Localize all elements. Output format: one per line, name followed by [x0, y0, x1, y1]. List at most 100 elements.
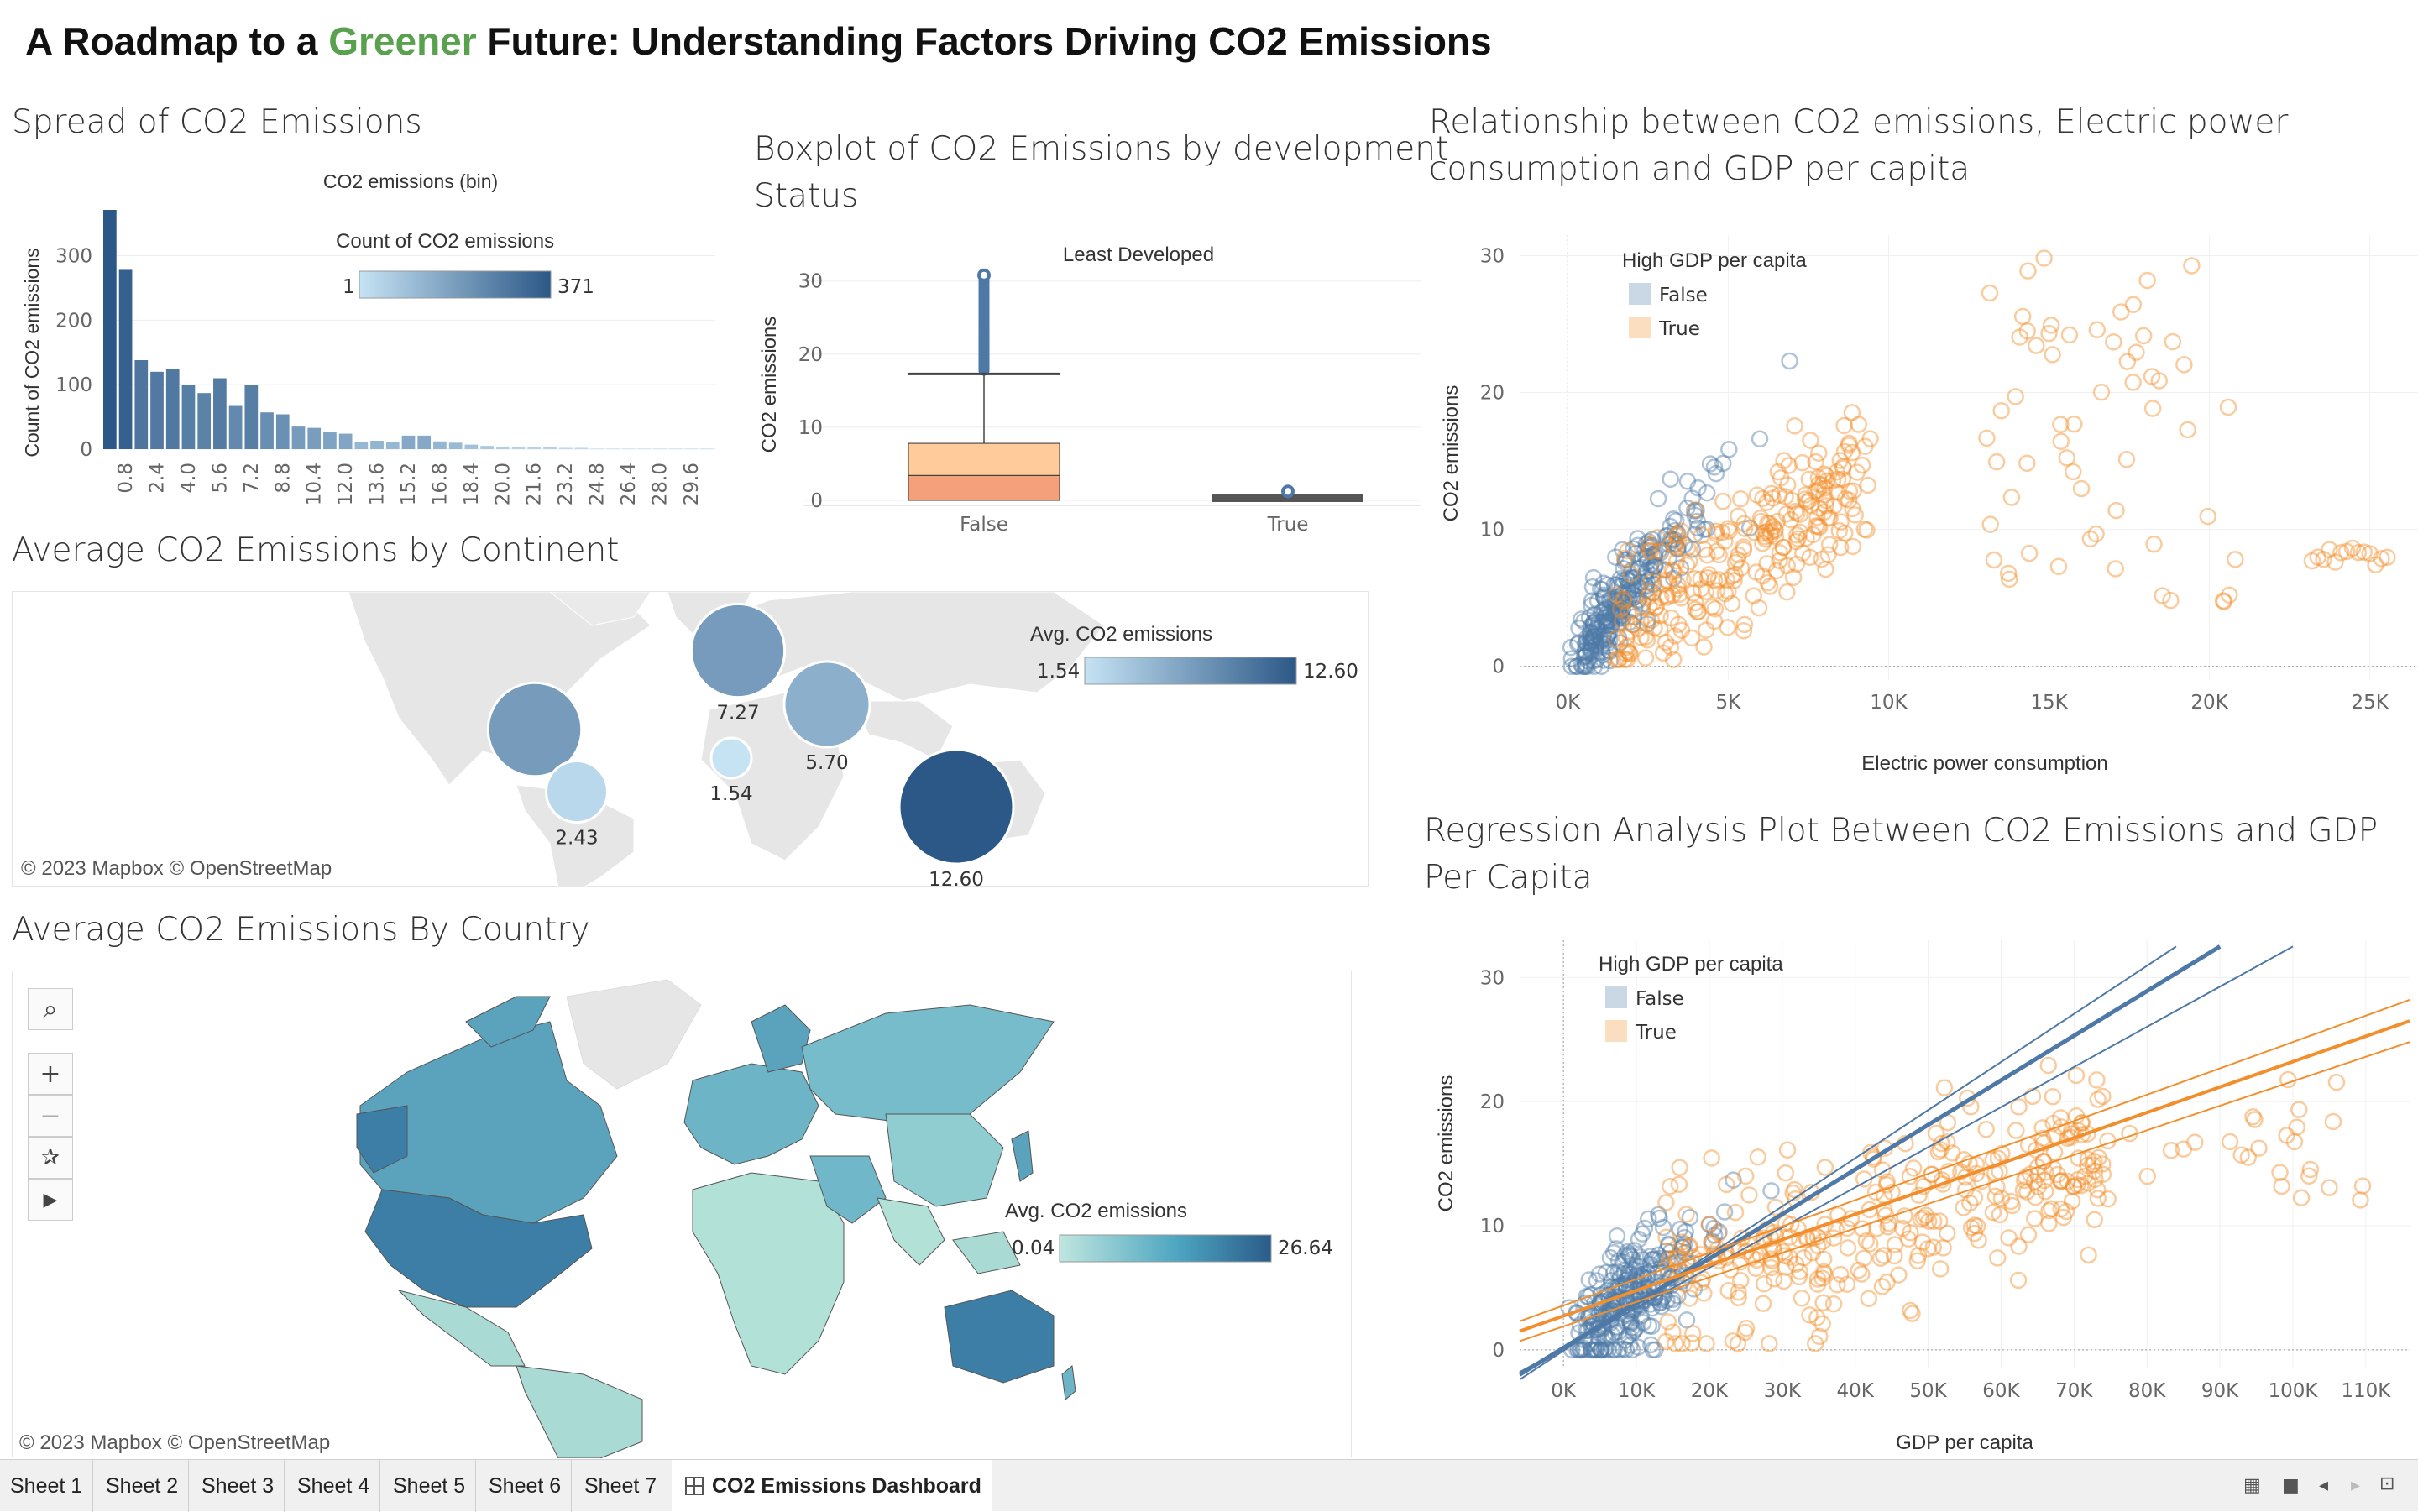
scatter1-point-false[interactable]	[1636, 576, 1654, 594]
scatter2-point-false[interactable]	[1581, 1335, 1599, 1352]
scatter2-point-true[interactable]	[2162, 1142, 2180, 1159]
scatter2-point-true[interactable]	[2026, 1210, 2044, 1227]
scatter1-point-true[interactable]	[1697, 583, 1715, 600]
scatter2-point-true[interactable]	[1927, 1124, 1945, 1143]
scatter1-point-true[interactable]	[1667, 539, 1684, 557]
scatter2-point-true[interactable]	[2175, 1140, 2193, 1158]
scatter2-point-true[interactable]	[1923, 1165, 1940, 1184]
histogram-bar[interactable]	[637, 448, 652, 449]
scatter2-point-true[interactable]	[1730, 1289, 1747, 1307]
scatter1-point-true[interactable]	[1834, 470, 1851, 489]
scatter2-point-true[interactable]	[1952, 1163, 1970, 1181]
tab-co2-dashboard[interactable]: CO2 Emissions Dashboard	[672, 1460, 992, 1512]
histogram-bar[interactable]	[480, 446, 494, 449]
scatter1-point-false[interactable]	[1604, 608, 1623, 626]
boxplot-lower-box[interactable]	[908, 474, 1060, 501]
regression-band-false[interactable]	[1519, 945, 2177, 1381]
scatter2-point-false[interactable]	[1658, 1291, 1676, 1310]
scatter1-point-false[interactable]	[1584, 616, 1603, 634]
scatter1-point-true[interactable]	[1630, 620, 1647, 638]
scatter2-point-false[interactable]	[1593, 1341, 1610, 1359]
scatter1-point-false[interactable]	[1576, 657, 1594, 675]
scatter1-point-true[interactable]	[1719, 619, 1736, 636]
scatter2-point-true[interactable]	[1709, 1224, 1728, 1243]
scatter2-point-true[interactable]	[2018, 1183, 2036, 1201]
scatter1-point-false[interactable]	[1707, 464, 1725, 483]
scatter1-point-true[interactable]	[1832, 513, 1850, 531]
histogram-bar[interactable]	[307, 427, 322, 449]
scatter2-point-true[interactable]	[1657, 1332, 1675, 1351]
scatter2-point-true[interactable]	[1683, 1334, 1701, 1352]
scatter2-point-false[interactable]	[1725, 1171, 1742, 1189]
scatter1-point-false[interactable]	[1562, 638, 1580, 657]
scatter1-point-true[interactable]	[1725, 572, 1743, 589]
scatter1-point-true[interactable]	[1761, 578, 1779, 595]
scatter2-point-true[interactable]	[1749, 1148, 1767, 1166]
scatter1-point-false[interactable]	[1609, 628, 1627, 646]
scatter1-point-true[interactable]	[1788, 505, 1806, 522]
scatter1-point-false[interactable]	[1587, 625, 1604, 643]
scatter2-point-false[interactable]	[1582, 1286, 1600, 1304]
scatter2-point-true[interactable]	[1664, 1323, 1682, 1342]
scatter1-point-false[interactable]	[1608, 576, 1626, 594]
scatter1-point-true[interactable]	[1771, 552, 1788, 569]
scatter1-point-false[interactable]	[1638, 553, 1656, 571]
scatter2-point-true[interactable]	[1774, 1243, 1792, 1261]
scatter2-point-false[interactable]	[1603, 1278, 1621, 1296]
scatter1-point-false[interactable]	[1701, 455, 1719, 473]
scatter2-point-true[interactable]	[1984, 1203, 2002, 1222]
scatter1-point-false[interactable]	[1599, 576, 1616, 594]
scatter1-point-false[interactable]	[1602, 593, 1620, 610]
scatter1-point-false[interactable]	[1656, 561, 1674, 579]
scatter2-point-true[interactable]	[2057, 1202, 2075, 1221]
scatter2-point-true[interactable]	[1973, 1172, 1991, 1190]
scatter1-point-false[interactable]	[1608, 597, 1626, 615]
scatter2-point-false[interactable]	[1621, 1337, 1639, 1354]
scatter2-point-false[interactable]	[1681, 1208, 1699, 1227]
scatter2-point-true[interactable]	[2010, 1237, 2028, 1255]
scatter2-point-false[interactable]	[1649, 1264, 1667, 1282]
scatter1-point-true[interactable]	[1758, 555, 1776, 573]
scatter2-point-true[interactable]	[1918, 1240, 1937, 1258]
scatter2-point-true[interactable]	[1793, 1289, 1811, 1307]
scatter2-point-true[interactable]	[1667, 1251, 1685, 1269]
histogram-bar[interactable]	[464, 444, 479, 449]
scatter1-point-true[interactable]	[1840, 437, 1858, 454]
scatter1-point-true[interactable]	[1695, 541, 1714, 558]
scatter1-point-false[interactable]	[1688, 501, 1705, 520]
scatter1-point-false[interactable]	[1658, 526, 1677, 545]
scatter2-point-false[interactable]	[1615, 1275, 1632, 1294]
scatter2-point-true[interactable]	[1673, 1233, 1691, 1251]
scatter1-point-true[interactable]	[2214, 592, 2232, 610]
scatter1-point-true[interactable]	[1840, 434, 1858, 453]
scatter2-point-true[interactable]	[2033, 1119, 2051, 1137]
scatter2-point-true[interactable]	[1865, 1150, 1882, 1168]
scatter2-point-false[interactable]	[1640, 1316, 1658, 1335]
scatter1-point-false[interactable]	[1581, 634, 1599, 651]
scatter2-point-false[interactable]	[1663, 1290, 1682, 1309]
scatter2-point-true[interactable]	[1781, 1228, 1798, 1246]
scatter1-point-true[interactable]	[1620, 644, 1638, 662]
scatter1-point-true[interactable]	[1809, 517, 1827, 536]
scatter2-point-true[interactable]	[1809, 1237, 1827, 1255]
scatter2-point-false[interactable]	[1600, 1290, 1619, 1309]
scatter1-point-true[interactable]	[1651, 542, 1668, 560]
scatter1-point-false[interactable]	[1568, 657, 1586, 675]
scatter2-point-true[interactable]	[1763, 1252, 1781, 1270]
scatter2-point-true[interactable]	[2073, 1114, 2091, 1132]
scatter2-point-false[interactable]	[1592, 1294, 1609, 1312]
scatter2-point-true[interactable]	[1808, 1309, 1826, 1326]
scatter1-point-false[interactable]	[1624, 615, 1642, 634]
scatter2-point-false[interactable]	[1588, 1272, 1606, 1290]
histogram-bar[interactable]	[558, 447, 573, 449]
scatter1-point-true[interactable]	[1844, 500, 1861, 518]
scatter2-point-true[interactable]	[2089, 1091, 2107, 1108]
scatter1-point-true[interactable]	[1774, 538, 1793, 557]
scatter2-point-true[interactable]	[1816, 1216, 1834, 1233]
scatter1-point-true[interactable]	[1817, 560, 1834, 578]
scatter2-point-true[interactable]	[1775, 1272, 1793, 1290]
scatter1-point-true[interactable]	[1641, 597, 1658, 615]
scatter2-point-true[interactable]	[1675, 1264, 1693, 1282]
scatter1-point-false[interactable]	[1689, 479, 1707, 497]
histogram-bar[interactable]	[150, 371, 164, 449]
